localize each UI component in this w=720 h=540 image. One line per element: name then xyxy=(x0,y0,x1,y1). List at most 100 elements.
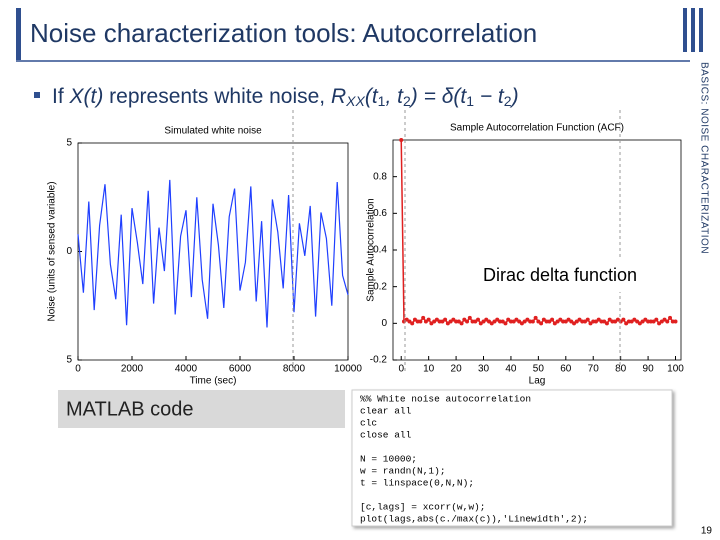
chart-title: Sample Autocorrelation Function (ACF) xyxy=(450,123,624,134)
page-number: 19 xyxy=(701,526,713,537)
y-tick-label: 0.8 xyxy=(373,171,387,182)
point xyxy=(591,319,596,324)
code-line: plot(lags,abs(c./max(c)),'Linewidth',2); xyxy=(360,514,588,525)
x-tick-label: 8000 xyxy=(283,364,306,375)
math: X(t) xyxy=(69,85,104,108)
y-axis-label: Sample Autocorrelation xyxy=(366,198,377,301)
point xyxy=(585,317,590,322)
point xyxy=(626,319,631,324)
annotation: Dirac delta function xyxy=(483,265,637,285)
x-tick-label: 4000 xyxy=(175,364,198,375)
code-line: %% White noise autocorrelation xyxy=(360,394,531,405)
point xyxy=(399,138,404,142)
point xyxy=(467,315,472,320)
math: ) xyxy=(509,85,519,108)
x-tick-label: 100 xyxy=(667,364,684,375)
point xyxy=(530,319,535,324)
y-tick-label: 0 xyxy=(66,246,72,257)
math: , t xyxy=(385,85,404,108)
y-tick-label: 5 xyxy=(66,355,72,366)
annotation-box xyxy=(460,260,660,292)
point xyxy=(533,315,538,320)
subscript: 2 xyxy=(504,93,512,109)
code-line: [c,lags] = xcorr(w,w); xyxy=(360,502,485,513)
x-tick-label: 0 xyxy=(75,364,81,375)
bullet-marker xyxy=(34,92,40,98)
x-tick-label: 90 xyxy=(643,364,655,375)
code-line: t = linspace(0,N,N); xyxy=(360,478,474,489)
x-tick-label: 10 xyxy=(423,364,435,375)
math: (t xyxy=(365,85,379,108)
series-line xyxy=(77,179,349,328)
x-tick-label: 40 xyxy=(505,364,517,375)
point xyxy=(410,321,415,326)
point xyxy=(528,319,533,324)
y-tick-label: 0 xyxy=(381,318,387,329)
math: ) = δ(t xyxy=(408,85,468,108)
charts: Simulated white noise Time (sec) Noise (un… xyxy=(47,123,685,387)
point xyxy=(415,319,420,324)
point xyxy=(544,319,549,324)
y-tick-label: -0.2 xyxy=(370,355,388,366)
subscript: XX xyxy=(345,93,365,109)
subscript: 1 xyxy=(466,93,474,109)
chart-title: Simulated white noise xyxy=(164,126,262,137)
side-label: BASICS: NOISE CHARACTERIZATION xyxy=(698,62,709,254)
code-label-box xyxy=(58,390,345,428)
point xyxy=(437,319,442,324)
x-axis-label: Lag xyxy=(529,376,546,387)
point xyxy=(670,319,675,324)
plot-area xyxy=(392,139,682,361)
code-line: clear all xyxy=(360,406,412,417)
y-tick-label: 0.2 xyxy=(373,281,387,292)
y-tick-label: 0.6 xyxy=(373,208,387,219)
y-axis-label: Noise (units of sensed variable) xyxy=(47,181,58,321)
point xyxy=(539,321,544,326)
point xyxy=(443,317,448,322)
x-tick-label: 20 xyxy=(451,364,463,375)
point xyxy=(621,317,626,322)
point xyxy=(418,319,423,324)
math: − t xyxy=(474,85,505,108)
code-line: N = 10000; xyxy=(360,454,417,465)
y-tick-label: 0.4 xyxy=(373,245,387,256)
point xyxy=(426,317,431,322)
point xyxy=(550,317,555,322)
point xyxy=(497,319,502,324)
point xyxy=(665,319,670,324)
point xyxy=(421,315,426,320)
x-tick-label: 2000 xyxy=(121,364,144,375)
math: R xyxy=(331,85,346,108)
title-accent xyxy=(16,8,21,60)
x-tick-label: 80 xyxy=(615,364,627,375)
point xyxy=(503,321,508,326)
subscript: 2 xyxy=(403,93,411,109)
x-tick-label: 6000 xyxy=(229,364,252,375)
x-tick-label: 10000 xyxy=(334,364,362,375)
text: If xyxy=(52,85,70,108)
corner-bar xyxy=(683,8,687,52)
point xyxy=(508,319,513,324)
code-label: MATLAB code xyxy=(66,398,193,420)
point xyxy=(654,317,659,322)
code-line: w = randn(N,1); xyxy=(360,466,446,477)
point xyxy=(561,319,566,324)
corner-bar xyxy=(699,8,703,52)
point xyxy=(454,319,459,324)
x-tick-label: 0 xyxy=(398,364,404,375)
point xyxy=(604,321,609,326)
x-tick-label: 50 xyxy=(533,364,545,375)
point xyxy=(599,319,604,324)
code-box xyxy=(351,389,673,527)
x-tick-label: 70 xyxy=(588,364,600,375)
point xyxy=(610,319,615,324)
point xyxy=(465,319,470,324)
point xyxy=(459,321,464,326)
point xyxy=(470,319,475,324)
code-line: close all xyxy=(360,430,412,441)
point xyxy=(476,317,481,322)
corner-bar xyxy=(691,8,695,52)
point xyxy=(580,319,585,324)
x-tick-label: 60 xyxy=(560,364,572,375)
